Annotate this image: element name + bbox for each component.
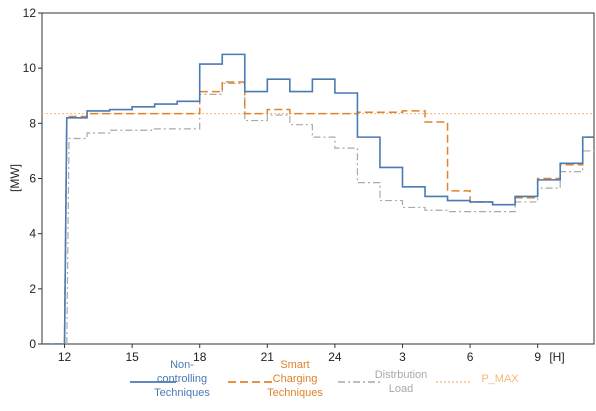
x-tick-label: 6: [467, 350, 474, 364]
plot-frame: [41, 12, 595, 345]
axes: [41, 12, 595, 345]
x-tick-label: 21: [261, 350, 275, 364]
y-tick-label: 10: [23, 61, 37, 75]
x-tick-label: 18: [193, 350, 207, 364]
series-line-2: [66, 82, 594, 344]
legend-label-1: Smart Charging Techniques: [267, 359, 323, 399]
y-tick-label: 8: [29, 116, 36, 130]
series-layer: [42, 53, 594, 344]
legend-label-0: Non-controlling Techniques: [154, 359, 210, 399]
series-line-1: [42, 81, 594, 344]
y-axis-label: [MW]: [8, 164, 22, 192]
x-tick-label: 12: [58, 350, 72, 364]
y-tick-label: 4: [29, 227, 36, 241]
y-tick-label: 2: [29, 282, 36, 296]
x-tick-label: 15: [125, 350, 139, 364]
x-tick-label: 24: [328, 350, 342, 364]
x-tick-label: 9: [534, 350, 541, 364]
legend-label-3: P_MAX: [481, 373, 519, 385]
x-tick-label: 3: [399, 350, 406, 364]
legend-label-2: Distrbution Load: [375, 369, 428, 395]
y-tick-label: 12: [23, 6, 37, 20]
x-axis-label: [H]: [549, 350, 564, 364]
series-line-0: [42, 53, 594, 344]
legend: Non-controlling Techniques Smart Charging Te…: [130, 359, 519, 399]
y-tick-label: 6: [29, 172, 36, 186]
y-tick-label: 0: [29, 337, 36, 351]
